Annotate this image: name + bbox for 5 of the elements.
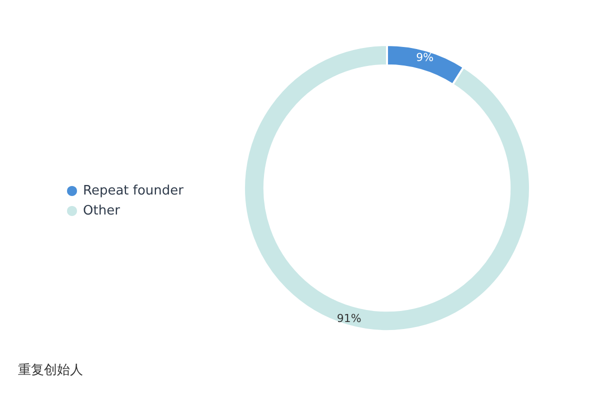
legend-label: Repeat founder <box>83 184 184 198</box>
legend-label: Other <box>83 204 121 218</box>
data-label: 91% <box>336 312 362 325</box>
text: 重复创始人 <box>18 363 83 378</box>
data-label: 9% <box>416 51 434 64</box>
